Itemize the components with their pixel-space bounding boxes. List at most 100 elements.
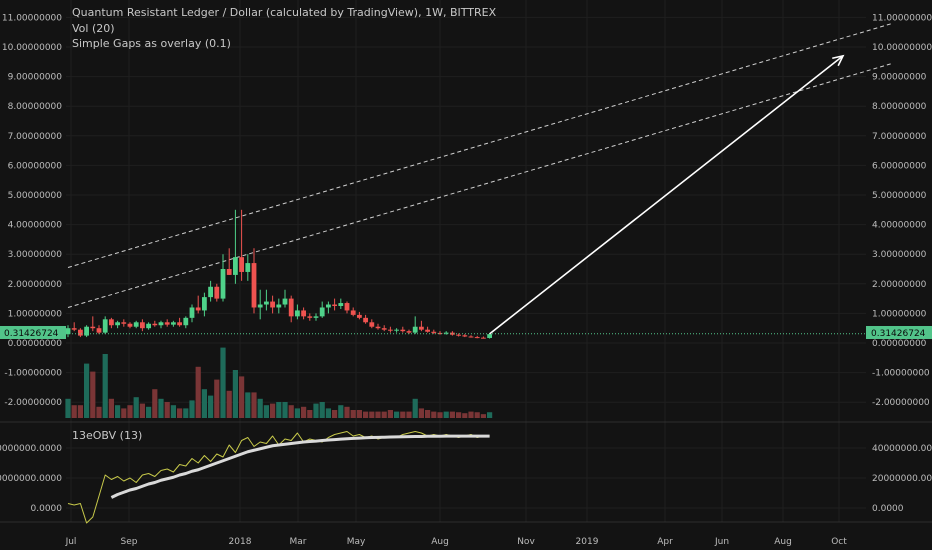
price-tick-left: 11.00000000	[2, 13, 62, 23]
volume-bar	[387, 410, 393, 418]
volume-bar	[115, 405, 121, 418]
candle	[208, 280, 213, 302]
volume-bar	[245, 392, 251, 418]
time-tick-label: Sep	[121, 537, 138, 547]
candle-body	[239, 257, 244, 272]
candle-body	[487, 334, 492, 338]
volume-bar	[71, 405, 77, 418]
price-tick-right: -2.00000000	[872, 398, 930, 408]
price-tick-right: 7.00000000	[872, 132, 927, 142]
candle	[71, 322, 77, 332]
candle-body	[146, 323, 151, 329]
price-tick-right: 2.00000000	[872, 280, 927, 290]
volume-bar	[146, 406, 152, 418]
volume-bar	[443, 411, 449, 418]
obv-indicator-label[interactable]: 13eOBV (13)	[72, 429, 143, 442]
candle	[183, 316, 189, 329]
candle	[226, 248, 232, 275]
candle	[419, 320, 424, 332]
candle	[127, 322, 133, 329]
candle-body	[450, 332, 455, 335]
price-tick-left: 6.00000000	[8, 161, 63, 171]
candle-body	[419, 326, 424, 330]
volume-bar	[480, 414, 486, 418]
candle	[233, 209, 238, 284]
candle-body	[257, 304, 263, 308]
candle	[84, 325, 89, 338]
volume-bar	[270, 403, 276, 418]
volume-bar	[381, 411, 387, 418]
volume-bar	[449, 411, 455, 418]
projection-arrow[interactable]	[489, 54, 845, 335]
candle	[109, 317, 114, 329]
candle-body	[177, 322, 182, 326]
chart-title: Quantum Resistant Ledger / Dollar (calcu…	[72, 6, 497, 19]
volume-bar	[108, 398, 114, 418]
volume-bar	[468, 411, 474, 418]
price-tick-left: 4.00000000	[8, 221, 63, 231]
price-tick-right: -1.00000000	[872, 369, 930, 379]
volume-bar	[319, 402, 325, 418]
volume-bar	[313, 403, 319, 418]
price-tick-right: 1.00000000	[872, 309, 927, 319]
candle	[332, 298, 337, 311]
candle-body	[90, 326, 96, 329]
time-tick-label: Mar	[290, 537, 307, 547]
volume-bars	[65, 347, 493, 418]
candle	[400, 326, 406, 333]
candle-body	[369, 322, 375, 327]
candle	[319, 301, 325, 318]
gaps-indicator-label[interactable]: Simple Gaps as overlay (0.1)	[72, 37, 231, 50]
candle	[158, 320, 164, 329]
price-tick-left: 9.00000000	[8, 73, 63, 83]
candle	[381, 325, 387, 332]
candle-body	[350, 310, 356, 315]
price-tick-left: 3.00000000	[8, 250, 63, 260]
volume-bar	[332, 410, 338, 418]
obv-tick-left: 0.0000	[31, 504, 63, 514]
candle	[78, 328, 83, 338]
candle	[214, 283, 220, 302]
volume-bar	[133, 397, 139, 418]
price-tick-left: 2.00000000	[8, 280, 63, 290]
candle-body	[468, 336, 474, 338]
volume-bar	[307, 410, 313, 418]
volume-bar	[177, 408, 183, 418]
candle	[245, 254, 251, 281]
volume-bar	[232, 370, 238, 418]
price-tick-left: -1.00000000	[4, 369, 62, 379]
price-tick-left: 5.00000000	[8, 191, 63, 201]
volume-bar	[338, 405, 344, 418]
trend-channel[interactable]	[67, 22, 893, 308]
time-tick-label: Aug	[431, 537, 449, 547]
candle-body	[115, 322, 120, 326]
candle	[115, 320, 120, 329]
candle-body	[183, 317, 189, 326]
candle-body	[245, 263, 251, 272]
last-price-tag-left: 0.31426724	[0, 326, 66, 339]
price-tick-right: 9.00000000	[872, 73, 927, 83]
candle	[357, 311, 362, 320]
volume-bar	[344, 406, 350, 418]
candle-body	[388, 329, 393, 331]
volume-bar	[195, 366, 201, 418]
obv-tick-left: 20000000.0000	[0, 474, 62, 484]
volume-bar	[288, 405, 294, 418]
obv-tick-right: 40000000.0000	[872, 444, 932, 454]
volume-bar	[363, 411, 369, 418]
volume-indicator-label[interactable]: Vol (20)	[72, 22, 115, 35]
candle-body	[431, 331, 437, 333]
candle-body	[412, 326, 418, 333]
volume-bar	[158, 398, 164, 418]
time-tick-label: 2018	[229, 537, 252, 547]
volume-bar	[294, 408, 300, 418]
candle-body	[102, 319, 108, 333]
candle-body	[443, 332, 449, 334]
candle	[202, 292, 207, 317]
price-tick-left: -2.00000000	[4, 398, 62, 408]
obv-tick-right: 0.0000	[872, 504, 904, 514]
candle-body	[65, 328, 71, 335]
candle-body	[109, 319, 114, 326]
candle-body	[202, 297, 207, 311]
